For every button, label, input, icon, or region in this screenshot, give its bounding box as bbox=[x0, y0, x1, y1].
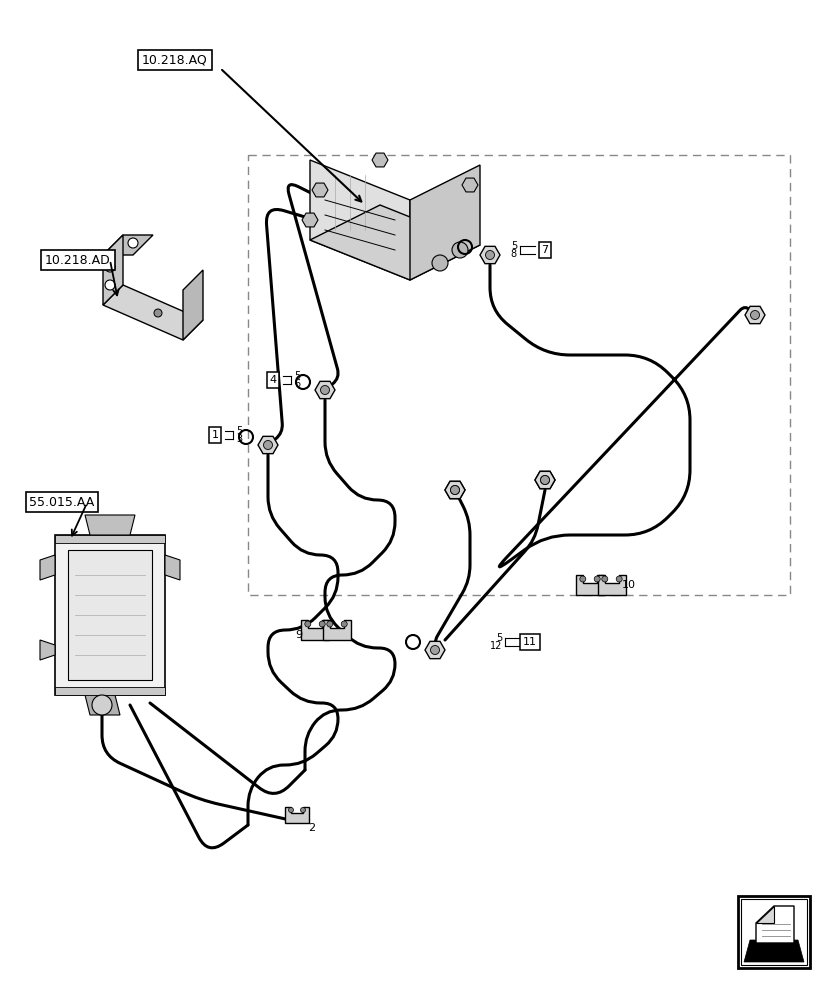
Text: 11: 11 bbox=[523, 637, 536, 647]
Bar bbox=[55, 535, 165, 543]
Polygon shape bbox=[445, 481, 464, 499]
Text: 8: 8 bbox=[510, 249, 516, 259]
Text: 4: 4 bbox=[269, 375, 276, 385]
Circle shape bbox=[594, 576, 600, 582]
Circle shape bbox=[128, 238, 138, 248]
Circle shape bbox=[579, 576, 585, 582]
Polygon shape bbox=[103, 285, 203, 340]
Circle shape bbox=[540, 476, 549, 485]
Polygon shape bbox=[445, 481, 464, 499]
Polygon shape bbox=[258, 436, 278, 454]
Circle shape bbox=[263, 440, 272, 450]
Polygon shape bbox=[40, 640, 55, 660]
Text: 12: 12 bbox=[489, 641, 501, 651]
Text: 3: 3 bbox=[236, 434, 242, 444]
Polygon shape bbox=[285, 807, 309, 823]
Text: 6: 6 bbox=[294, 379, 300, 389]
Text: 7: 7 bbox=[541, 245, 548, 255]
Circle shape bbox=[485, 250, 494, 259]
Text: 10.218.AQ: 10.218.AQ bbox=[142, 54, 208, 67]
Text: 9: 9 bbox=[295, 630, 301, 640]
Polygon shape bbox=[40, 555, 55, 580]
Polygon shape bbox=[310, 160, 410, 280]
Polygon shape bbox=[311, 183, 328, 197]
Polygon shape bbox=[534, 471, 554, 489]
Bar bbox=[740, 899, 806, 965]
Polygon shape bbox=[314, 381, 335, 399]
Circle shape bbox=[305, 621, 310, 627]
Circle shape bbox=[432, 255, 447, 271]
Circle shape bbox=[327, 621, 333, 627]
Bar bbox=[68, 550, 152, 680]
Circle shape bbox=[105, 262, 115, 272]
Bar bbox=[55, 687, 165, 695]
Polygon shape bbox=[461, 178, 477, 192]
Polygon shape bbox=[410, 165, 479, 280]
Circle shape bbox=[341, 621, 346, 627]
Circle shape bbox=[300, 807, 305, 812]
Polygon shape bbox=[301, 620, 329, 640]
Polygon shape bbox=[575, 575, 604, 595]
Circle shape bbox=[601, 576, 607, 582]
Text: 5: 5 bbox=[495, 633, 501, 643]
Polygon shape bbox=[310, 205, 479, 280]
Polygon shape bbox=[103, 235, 153, 255]
Bar bbox=[737, 896, 809, 968]
Circle shape bbox=[615, 576, 622, 582]
Polygon shape bbox=[479, 246, 500, 264]
Polygon shape bbox=[85, 695, 120, 715]
Polygon shape bbox=[597, 575, 626, 595]
Circle shape bbox=[540, 476, 549, 485]
Circle shape bbox=[430, 646, 439, 654]
Text: 1: 1 bbox=[211, 430, 218, 440]
Circle shape bbox=[451, 242, 468, 258]
Text: 55.015.AA: 55.015.AA bbox=[29, 495, 94, 508]
Text: 5: 5 bbox=[510, 241, 516, 251]
Polygon shape bbox=[55, 535, 165, 695]
Text: 5: 5 bbox=[294, 371, 300, 381]
Text: 2: 2 bbox=[308, 823, 314, 833]
Polygon shape bbox=[165, 555, 180, 580]
Polygon shape bbox=[103, 235, 123, 305]
Polygon shape bbox=[744, 306, 764, 324]
Polygon shape bbox=[424, 641, 445, 659]
Circle shape bbox=[749, 310, 758, 320]
Circle shape bbox=[319, 621, 325, 627]
Circle shape bbox=[320, 385, 329, 394]
Polygon shape bbox=[755, 906, 773, 923]
Text: 5: 5 bbox=[236, 426, 242, 436]
Polygon shape bbox=[301, 213, 318, 227]
Polygon shape bbox=[372, 153, 387, 167]
Polygon shape bbox=[322, 620, 351, 640]
Text: 10: 10 bbox=[622, 580, 636, 590]
Polygon shape bbox=[755, 906, 793, 943]
Circle shape bbox=[105, 280, 115, 290]
Polygon shape bbox=[743, 940, 803, 962]
Polygon shape bbox=[85, 515, 135, 535]
Circle shape bbox=[450, 486, 459, 494]
Text: 10.218.AD: 10.218.AD bbox=[45, 253, 111, 266]
Circle shape bbox=[154, 309, 162, 317]
Circle shape bbox=[288, 807, 293, 812]
Circle shape bbox=[92, 695, 112, 715]
Circle shape bbox=[450, 486, 459, 494]
Polygon shape bbox=[534, 471, 554, 489]
Polygon shape bbox=[183, 270, 203, 340]
